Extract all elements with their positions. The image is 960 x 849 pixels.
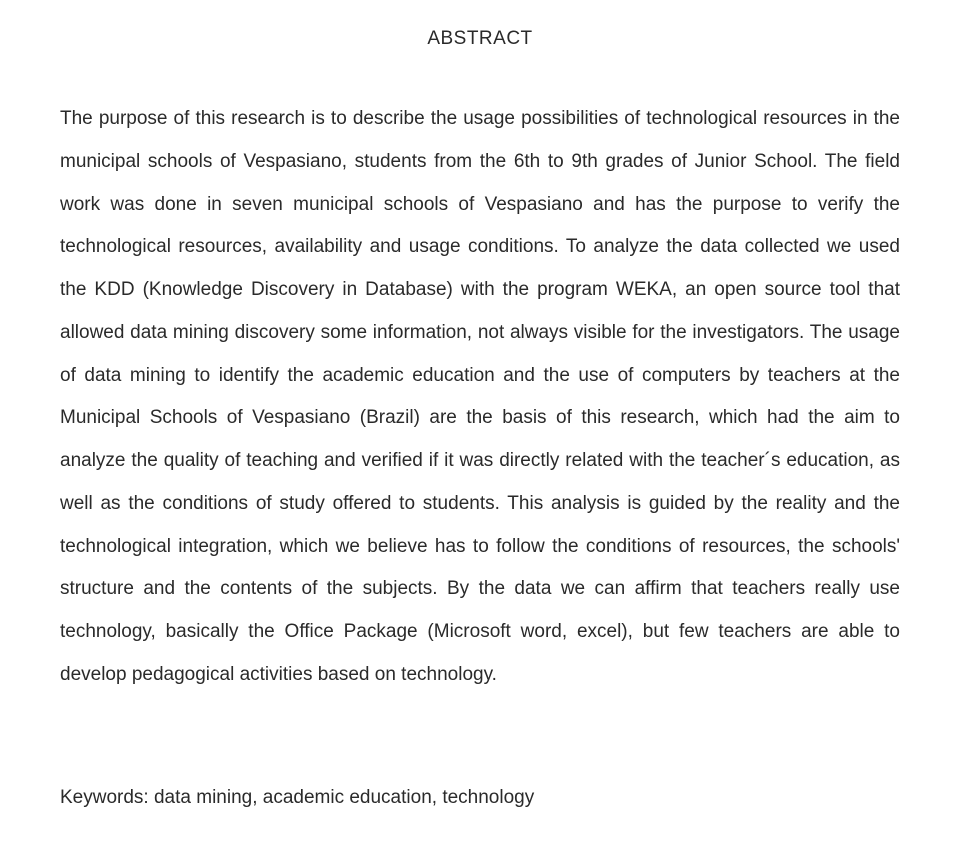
keywords-line: Keywords: data mining, academic educatio… — [60, 787, 900, 809]
abstract-title: ABSTRACT — [60, 28, 900, 50]
document-page: ABSTRACT The purpose of this research is… — [0, 0, 960, 849]
abstract-body: The purpose of this research is to descr… — [60, 98, 900, 697]
